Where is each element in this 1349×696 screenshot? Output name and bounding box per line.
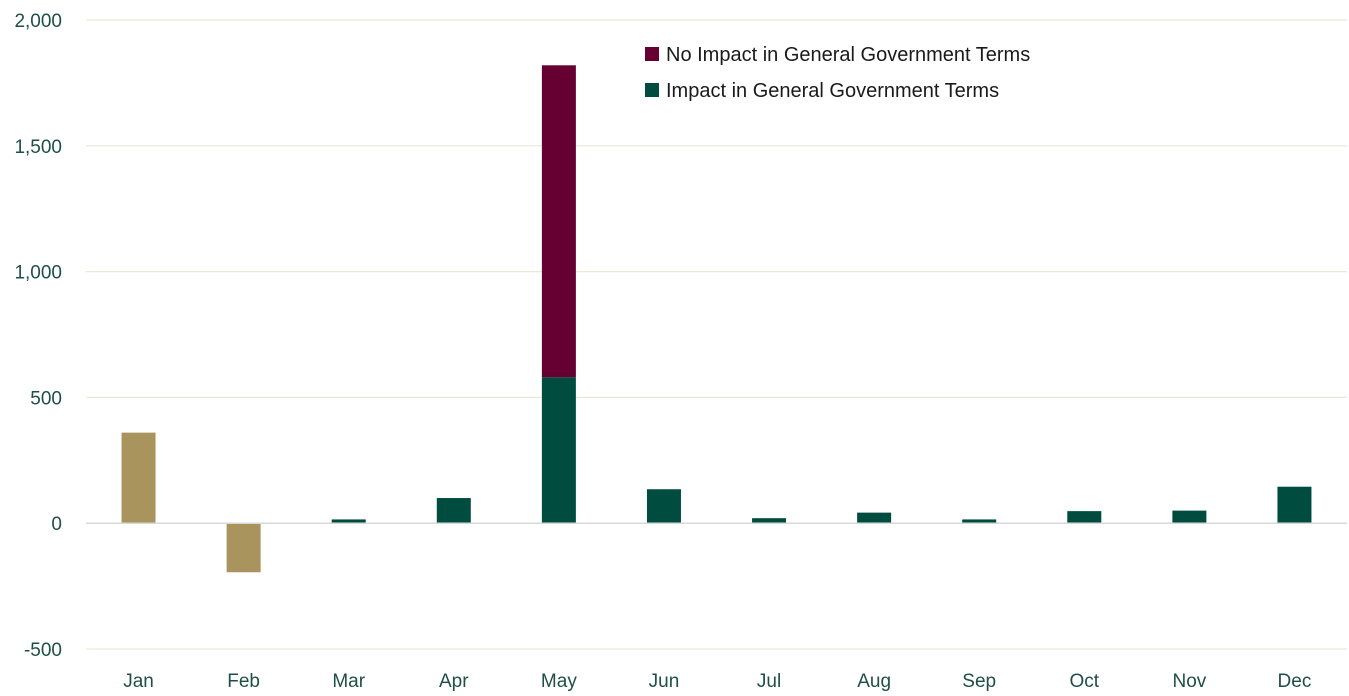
bar-dec xyxy=(1277,486,1312,524)
x-tick-label: Dec xyxy=(1278,671,1312,692)
bar-may xyxy=(541,377,576,524)
y-tick-label: 0 xyxy=(51,514,62,535)
bar-feb xyxy=(226,523,261,573)
x-tick-label: Sep xyxy=(962,671,996,692)
bar-may xyxy=(541,65,576,378)
x-tick-label: Apr xyxy=(439,671,469,692)
x-tick-label: Jan xyxy=(123,671,154,692)
gridlines xyxy=(86,19,1347,650)
bar-jun xyxy=(646,489,681,524)
bar-nov xyxy=(1172,510,1207,524)
x-tick-label: Feb xyxy=(227,671,260,692)
legend-item: Impact in General Government Terms xyxy=(645,80,999,102)
bar-oct xyxy=(1067,511,1102,524)
y-tick-label: 1,000 xyxy=(14,263,62,284)
bars xyxy=(121,65,1312,573)
bar-mar xyxy=(331,519,366,524)
y-tick-label: 2,000 xyxy=(14,11,62,32)
x-tick-label: Mar xyxy=(332,671,365,692)
y-tick-label: 1,500 xyxy=(14,137,62,158)
y-tick-label: -500 xyxy=(24,640,62,661)
legend-swatch xyxy=(645,47,659,61)
x-tick-label: Jul xyxy=(757,671,781,692)
legend-item: No Impact in General Government Terms xyxy=(645,44,1030,66)
legend: No Impact in General Government Terms Imp… xyxy=(645,44,1030,102)
legend-swatch xyxy=(645,83,659,97)
bar-jan xyxy=(121,432,156,524)
bar-apr xyxy=(436,498,471,524)
x-axis-tick-labels: Jan Feb Mar Apr May Jun Jul Aug Sep Oct Nov Dec xyxy=(123,671,1311,692)
bar-jul xyxy=(752,518,787,524)
x-tick-label: Oct xyxy=(1070,671,1100,692)
legend-label: Impact in General Government Terms xyxy=(666,80,999,102)
x-tick-label: Jun xyxy=(649,671,680,692)
x-tick-label: Nov xyxy=(1172,671,1206,692)
bar-sep xyxy=(962,519,997,524)
x-tick-label: May xyxy=(541,671,577,692)
x-tick-label: Aug xyxy=(857,671,891,692)
legend-label: No Impact in General Government Terms xyxy=(666,44,1030,66)
y-tick-label: 500 xyxy=(30,388,62,409)
bar-aug xyxy=(857,512,892,524)
y-axis-tick-labels: -500 0 500 1,000 1,500 2,000 xyxy=(14,11,62,661)
